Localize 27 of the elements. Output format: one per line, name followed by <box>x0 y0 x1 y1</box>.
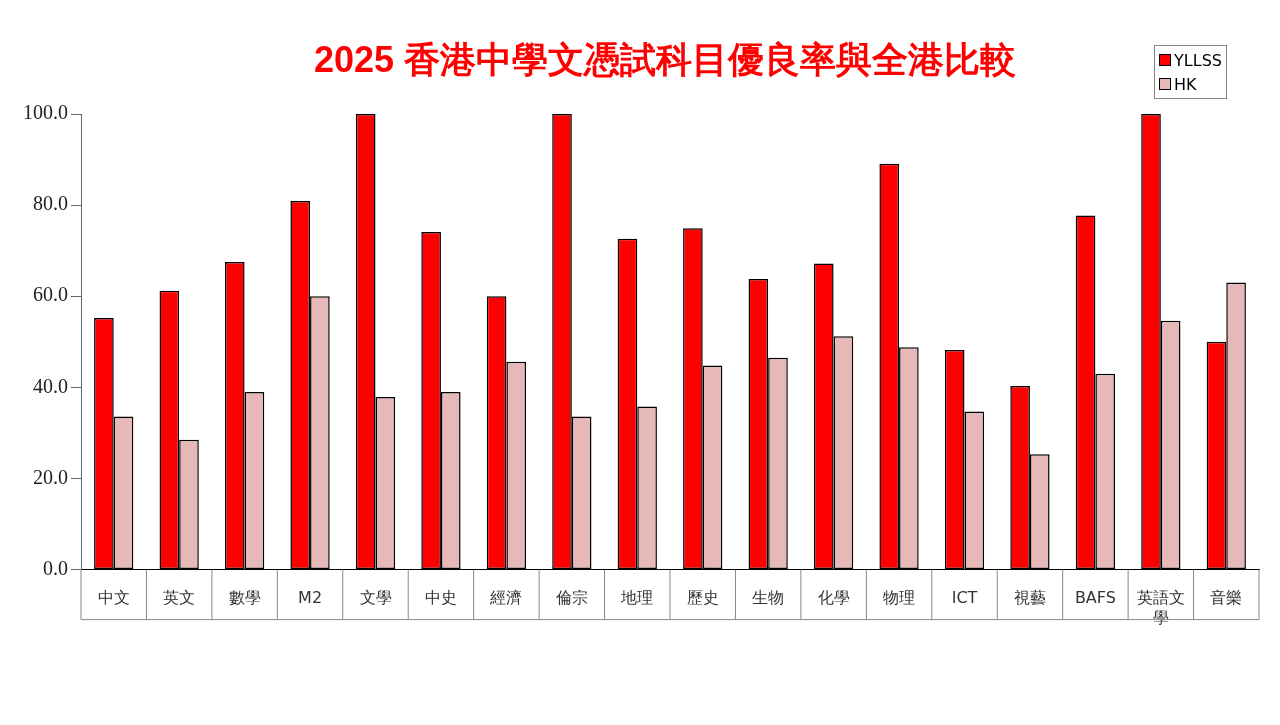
x-tick-label: 音樂 <box>1210 588 1243 608</box>
x-tick-label: 英文 <box>163 588 196 608</box>
x-tick-label: 物理 <box>883 588 916 608</box>
x-tick-label: 文學 <box>359 588 392 608</box>
y-tick-label: 0.0 <box>43 556 68 579</box>
x-tick-label: 倫宗 <box>554 588 588 608</box>
x-tick-label: M2 <box>298 588 323 608</box>
x-tick-label: 化學 <box>817 588 850 608</box>
x-tick-label: 地理 <box>620 588 654 608</box>
chart-title: 2025 香港中學文憑試科目優良率與全港比較 <box>313 39 1017 80</box>
legend-label: HK <box>1174 74 1197 94</box>
legend-label: YLLSS <box>1174 50 1222 70</box>
x-tick-label: ICT <box>951 588 978 608</box>
x-tick-label: 中文 <box>97 588 130 608</box>
x-tick-label: 歷史 <box>686 588 719 608</box>
x-tick-label: 視藝 <box>1013 588 1046 608</box>
y-tick-label: 60.0 <box>33 283 68 306</box>
x-tick-label: 經濟 <box>489 588 523 608</box>
y-tick-label: 80.0 <box>33 192 68 215</box>
x-tick-label: 英語文學 <box>1136 588 1185 627</box>
y-tick-label: 40.0 <box>33 374 68 397</box>
x-tick-label: 生物 <box>752 588 785 608</box>
y-tick-label: 20.0 <box>33 465 68 488</box>
x-tick-label: BAFS <box>1074 588 1116 608</box>
y-tick-label: 100.0 <box>23 101 68 124</box>
x-tick-label: 中史 <box>424 588 457 608</box>
x-tick-label: 數學 <box>228 588 261 608</box>
